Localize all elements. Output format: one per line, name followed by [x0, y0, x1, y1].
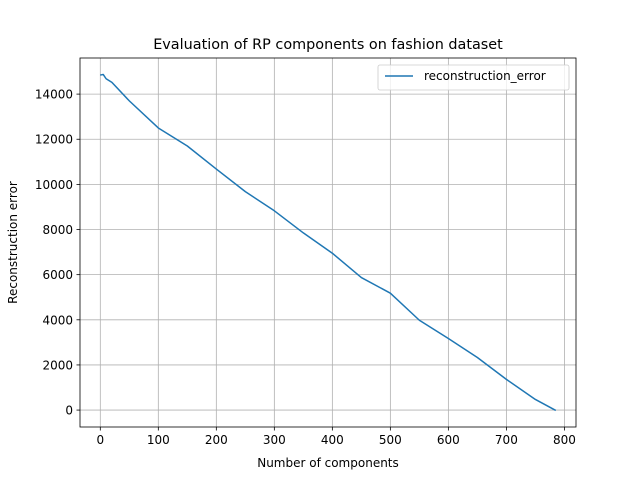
x-axis-label: Number of components: [257, 456, 399, 470]
x-tick-label: 500: [379, 433, 402, 447]
y-axis-ticks: 0 2000 4000 6000 8000 10000 12000 14000: [35, 88, 80, 418]
plot-frame: [79, 57, 577, 428]
y-tick-label: 8000: [42, 223, 73, 237]
x-tick-label: 200: [205, 433, 228, 447]
gridlines: [80, 58, 576, 427]
x-tick-label: 400: [321, 433, 344, 447]
y-tick-label: 4000: [42, 313, 73, 327]
x-tick-label: 100: [147, 433, 170, 447]
y-axis-label: Reconstruction error: [6, 181, 20, 304]
y-tick-label: 14000: [35, 88, 73, 102]
x-tick-label: 700: [495, 433, 518, 447]
series-line-reconstruction-error: [100, 73, 557, 412]
x-tick-label: 0: [96, 433, 104, 447]
chart-title: Evaluation of RP components on fashion d…: [153, 37, 503, 53]
legend-box: [377, 64, 570, 91]
series-layer: [100, 73, 557, 412]
y-tick-label: 2000: [42, 358, 73, 372]
x-tick-label: 800: [553, 433, 576, 447]
x-tick-label: 300: [263, 433, 286, 447]
y-tick-label: 6000: [42, 268, 73, 282]
y-tick-label: 0: [65, 404, 73, 418]
x-axis-ticks: 0 100 200 300 400 500 600 700 800: [96, 427, 576, 447]
legend: reconstruction_error: [377, 64, 570, 91]
legend-label: reconstruction_error: [424, 69, 546, 83]
y-tick-label: 10000: [35, 178, 73, 192]
y-tick-label: 12000: [35, 133, 73, 147]
x-tick-label: 600: [437, 433, 460, 447]
